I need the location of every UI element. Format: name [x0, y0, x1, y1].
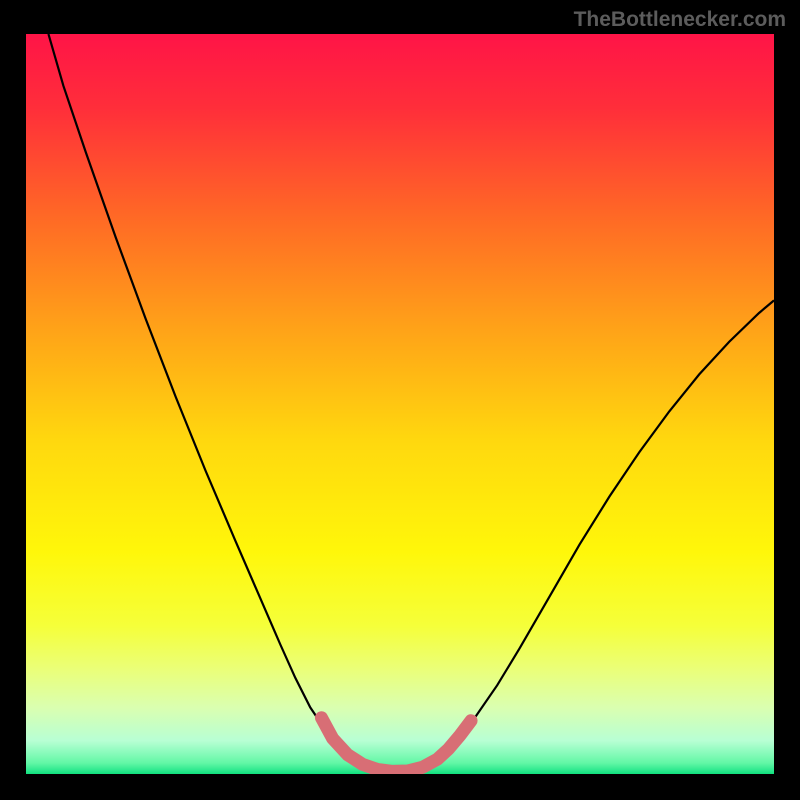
chart-plot-area [26, 34, 774, 774]
chart-svg [26, 34, 774, 774]
chart-background [26, 34, 774, 774]
watermark-text: TheBottlenecker.com [574, 8, 786, 32]
